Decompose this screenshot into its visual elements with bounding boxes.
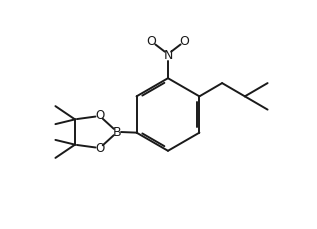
Text: O: O xyxy=(179,35,189,48)
Text: B: B xyxy=(113,125,121,139)
Text: O: O xyxy=(147,35,157,48)
Text: O: O xyxy=(95,109,104,122)
Text: N: N xyxy=(163,49,173,62)
Text: O: O xyxy=(95,142,104,155)
